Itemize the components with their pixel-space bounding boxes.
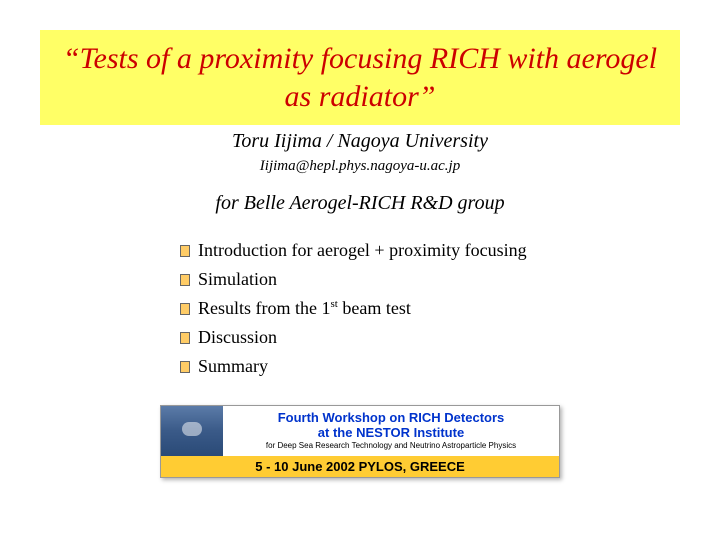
banner-text-block: Fourth Workshop on RICH Detectors at the…	[223, 406, 559, 456]
list-item: Simulation	[180, 269, 527, 290]
bullet-text: Introduction for aerogel + proximity foc…	[198, 240, 527, 261]
bullet-icon	[180, 274, 190, 286]
banner-top: Fourth Workshop on RICH Detectors at the…	[161, 406, 559, 456]
bullet-text: Summary	[198, 356, 268, 377]
bullet-list: Introduction for aerogel + proximity foc…	[180, 240, 527, 385]
list-item: Results from the 1st beam test	[180, 298, 527, 319]
banner-title-1: Fourth Workshop on RICH Detectors	[229, 410, 553, 425]
banner-dates: 5 - 10 June 2002 PYLOS, GREECE	[161, 456, 559, 477]
bullet-text: Results from the 1st beam test	[198, 298, 411, 319]
group-line: for Belle Aerogel-RICH R&D group	[0, 192, 720, 215]
bullet-text: Discussion	[198, 327, 277, 348]
author-email: Iijima@hepl.phys.nagoya-u.ac.jp	[0, 158, 720, 175]
bullet-text: Simulation	[198, 269, 277, 290]
title-banner: “Tests of a proximity focusing RICH with…	[40, 30, 680, 125]
conference-banner: Fourth Workshop on RICH Detectors at the…	[160, 405, 560, 478]
bullet-icon	[180, 332, 190, 344]
banner-title-2: at the NESTOR Institute	[229, 425, 553, 440]
bullet-icon	[180, 361, 190, 373]
bullet-icon	[180, 303, 190, 315]
banner-image	[161, 406, 223, 456]
bullet-icon	[180, 245, 190, 257]
page-title: “Tests of a proximity focusing RICH with…	[60, 40, 660, 115]
banner-subtitle: for Deep Sea Research Technology and Neu…	[229, 441, 553, 450]
list-item: Discussion	[180, 327, 527, 348]
list-item: Summary	[180, 356, 527, 377]
author-line: Toru Iijima / Nagoya University	[0, 130, 720, 153]
list-item: Introduction for aerogel + proximity foc…	[180, 240, 527, 261]
